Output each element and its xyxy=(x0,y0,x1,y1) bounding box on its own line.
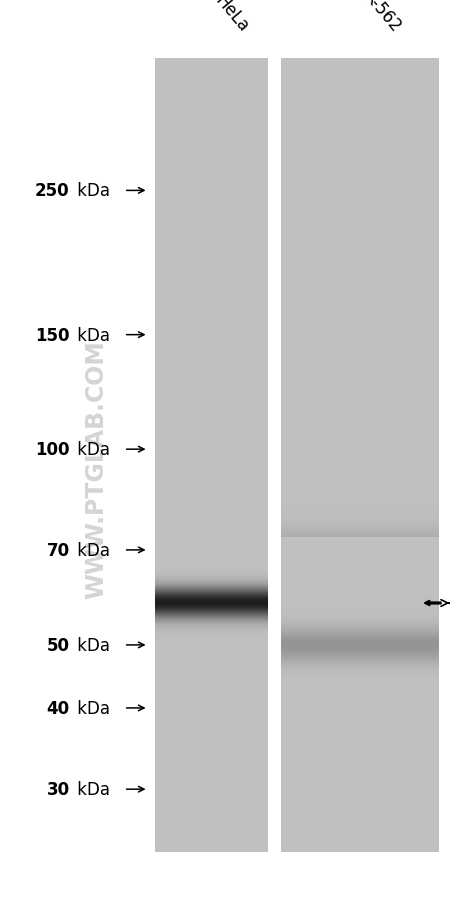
Text: 50: 50 xyxy=(47,636,70,654)
Text: HeLa: HeLa xyxy=(212,0,252,36)
Text: 100: 100 xyxy=(35,441,70,458)
Text: kDa: kDa xyxy=(72,636,110,654)
Text: 70: 70 xyxy=(47,541,70,559)
Bar xyxy=(155,59,268,852)
Text: kDa: kDa xyxy=(72,780,110,798)
Text: kDa: kDa xyxy=(72,441,110,458)
Text: 250: 250 xyxy=(35,182,70,200)
Text: 40: 40 xyxy=(47,699,70,717)
Text: 30: 30 xyxy=(47,780,70,798)
Text: 150: 150 xyxy=(35,327,70,345)
Text: WWW.PTGLAB.COM: WWW.PTGLAB.COM xyxy=(85,340,109,598)
Text: kDa: kDa xyxy=(72,182,110,200)
Text: kDa: kDa xyxy=(72,541,110,559)
Bar xyxy=(281,59,439,852)
Text: K-562: K-562 xyxy=(360,0,404,36)
FancyArrow shape xyxy=(424,601,441,606)
Text: kDa: kDa xyxy=(72,699,110,717)
Text: kDa: kDa xyxy=(72,327,110,345)
